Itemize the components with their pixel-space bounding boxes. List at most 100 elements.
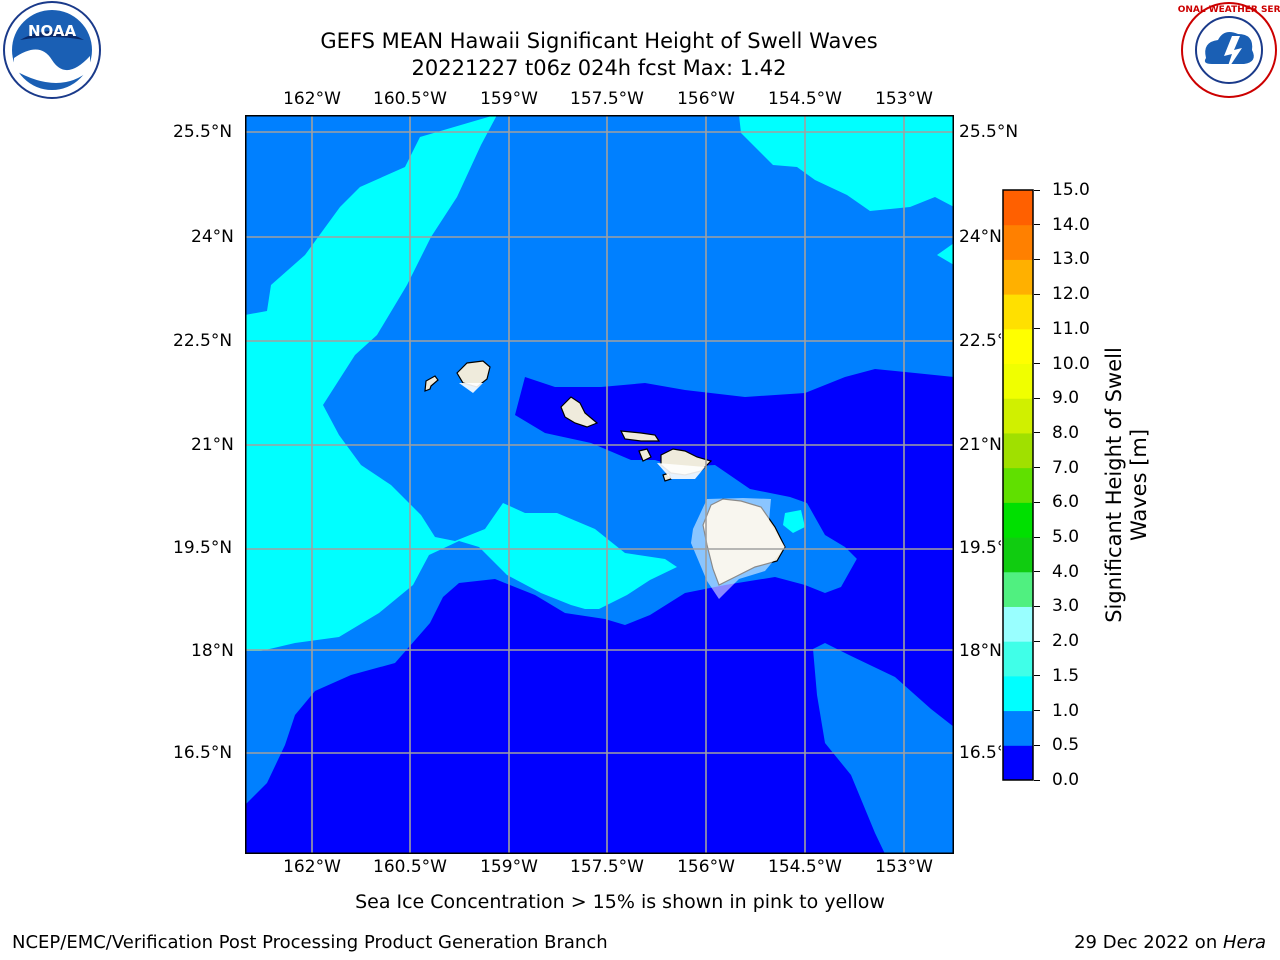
- colorbar-tick-label: 7.0: [1052, 457, 1080, 478]
- lon-label-bottom: 157.5°W: [570, 857, 644, 877]
- lon-label-top: 160.5°W: [373, 89, 447, 109]
- footer-date-text: 29 Dec 2022 on: [1074, 932, 1223, 953]
- colorbar-segment: [1003, 259, 1033, 295]
- colorbar-tick-mark: [1034, 293, 1040, 295]
- swell-band-1.0-1.5-northeast: [739, 115, 954, 211]
- colorbar-tick-mark: [1034, 710, 1040, 712]
- lat-label-left: 16.5°N: [173, 743, 233, 763]
- colorbar-tick-mark: [1034, 501, 1040, 503]
- colorbar-tick-label: 5.0: [1052, 527, 1080, 548]
- colorbar-tick-label: 10.0: [1052, 353, 1090, 374]
- colorbar-tick-label: 12.0: [1052, 284, 1090, 305]
- lat-label-left: 18°N: [191, 641, 234, 661]
- swell-band-1.0-1.5-west: [245, 115, 677, 651]
- lat-label-right: 18°N: [959, 641, 1002, 661]
- colorbar-segment: [1003, 432, 1033, 469]
- swell-band-1.0-1.5-hawaii-east: [783, 510, 805, 533]
- colorbar-segment: [1003, 398, 1033, 434]
- lon-label-bottom: 153°W: [875, 857, 933, 877]
- swell-band-1.0-1.5-east-small: [937, 243, 954, 265]
- swell-band-0-0.5-south: [245, 555, 954, 854]
- colorbar-frame: [1002, 189, 1034, 781]
- colorbar-tick-mark: [1034, 605, 1040, 607]
- colorbar-tick-mark: [1034, 571, 1040, 573]
- colorbar-tick-mark: [1034, 397, 1040, 399]
- island-oahu: [560, 396, 599, 428]
- colorbar-segment: [1003, 606, 1033, 642]
- noaa-logo: NOAA: [3, 1, 101, 99]
- colorbar-tick-label: 0.5: [1052, 735, 1080, 756]
- swell-band-0.5-1.0-southeast: [813, 643, 954, 854]
- colorbar-segment: [1003, 467, 1033, 503]
- lat-label-right: 21°N: [959, 435, 1002, 455]
- map-frame: [245, 115, 954, 854]
- colorbar-tick-mark: [1034, 432, 1040, 434]
- lat-label-left: 21°N: [191, 435, 234, 455]
- chart-title: GEFS MEAN Hawaii Significant Height of S…: [320, 29, 878, 53]
- lon-label-top: 157.5°W: [570, 89, 644, 109]
- lat-label-right: 19.5°N: [959, 538, 1001, 558]
- lat-label-right: 16.5°N: [959, 743, 1001, 763]
- colorbar-tick-label: 1.5: [1052, 665, 1080, 686]
- colorbar-segment: [1003, 571, 1033, 607]
- colorbar-label-line1: Significant Height of Swell: [1102, 347, 1126, 623]
- colorbar-tick-mark: [1034, 363, 1040, 365]
- lon-label-bottom: 159°W: [480, 857, 538, 877]
- colorbar-tick-label: 1.0: [1052, 700, 1080, 721]
- lat-label-left: 22.5°N: [173, 331, 233, 351]
- lat-label-left: 19.5°N: [173, 538, 233, 558]
- colorbar-segment: [1003, 745, 1033, 781]
- noaa-logo-text: NOAA: [28, 22, 77, 40]
- colorbar-segment: [1003, 675, 1033, 712]
- colorbar-tick-label: 15.0: [1052, 180, 1090, 200]
- lat-label-left: 24°N: [191, 227, 234, 247]
- lon-label-top: 156°W: [677, 89, 735, 109]
- lon-label-bottom: 160.5°W: [373, 857, 447, 877]
- colorbar-segment: [1003, 502, 1033, 538]
- colorbar-tick-label: 11.0: [1052, 318, 1090, 339]
- colorbar-segment: [1003, 294, 1033, 330]
- colorbar-tick-mark: [1034, 258, 1040, 260]
- chart-subtitle: 20221227 t06z 024h fcst Max: 1.42: [411, 56, 787, 80]
- island-niihau: [424, 375, 439, 392]
- lat-label-right: 25.5°N: [959, 122, 1019, 142]
- lon-label-top: 154.5°W: [768, 89, 842, 109]
- colorbar: [1002, 189, 1034, 781]
- island-lanai: [638, 448, 652, 462]
- colorbar-segment: [1003, 641, 1033, 677]
- colorbar-segment: [1003, 328, 1033, 365]
- colorbar-tick-label: 8.0: [1052, 422, 1080, 443]
- sea-ice-note: Sea Ice Concentration > 15% is shown in …: [355, 891, 885, 913]
- colorbar-tick-label: 6.0: [1052, 492, 1080, 513]
- colorbar-label: Significant Height of Swell Waves [m]: [1102, 347, 1152, 623]
- colorbar-tick-mark: [1034, 536, 1040, 538]
- footer-date: 29 Dec 2022 on Hera: [1074, 932, 1266, 953]
- lon-label-top: 162°W: [283, 89, 341, 109]
- footer-host: Hera: [1222, 932, 1266, 953]
- colorbar-tick-mark: [1034, 779, 1040, 781]
- colorbar-segment: [1003, 710, 1033, 746]
- lon-label-top: 159°W: [480, 89, 538, 109]
- nws-logo-text: NATIONAL WEATHER SERVICE: [1178, 5, 1280, 15]
- lon-label-bottom: 154.5°W: [768, 857, 842, 877]
- lat-label-right: 22.5°N: [959, 331, 1001, 351]
- colorbar-tick-label: 3.0: [1052, 596, 1080, 617]
- colorbar-segment: [1003, 363, 1033, 399]
- footer-branch: NCEP/EMC/Verification Post Processing Pr…: [12, 932, 608, 953]
- colorbar-tick-label: 2.0: [1052, 631, 1080, 652]
- lon-label-bottom: 156°W: [677, 857, 735, 877]
- colorbar-tick-mark: [1034, 675, 1040, 677]
- colorbar-tick-mark: [1034, 328, 1040, 330]
- colorbar-tick-label: 14.0: [1052, 214, 1090, 235]
- nws-logo: NATIONAL WEATHER SERVICE: [1178, 2, 1280, 98]
- colorbar-tick-label: 9.0: [1052, 388, 1080, 409]
- lon-label-bottom: 162°W: [283, 857, 341, 877]
- colorbar-tick-mark: [1034, 640, 1040, 642]
- colorbar-tick-mark: [1034, 189, 1040, 191]
- colorbar-segment: [1003, 224, 1033, 260]
- lat-label-left: 25.5°N: [173, 122, 233, 142]
- map-panel: [245, 115, 954, 854]
- lon-label-top: 153°W: [875, 89, 933, 109]
- colorbar-tick-label: 4.0: [1052, 561, 1080, 582]
- colorbar-tick-mark: [1034, 744, 1040, 746]
